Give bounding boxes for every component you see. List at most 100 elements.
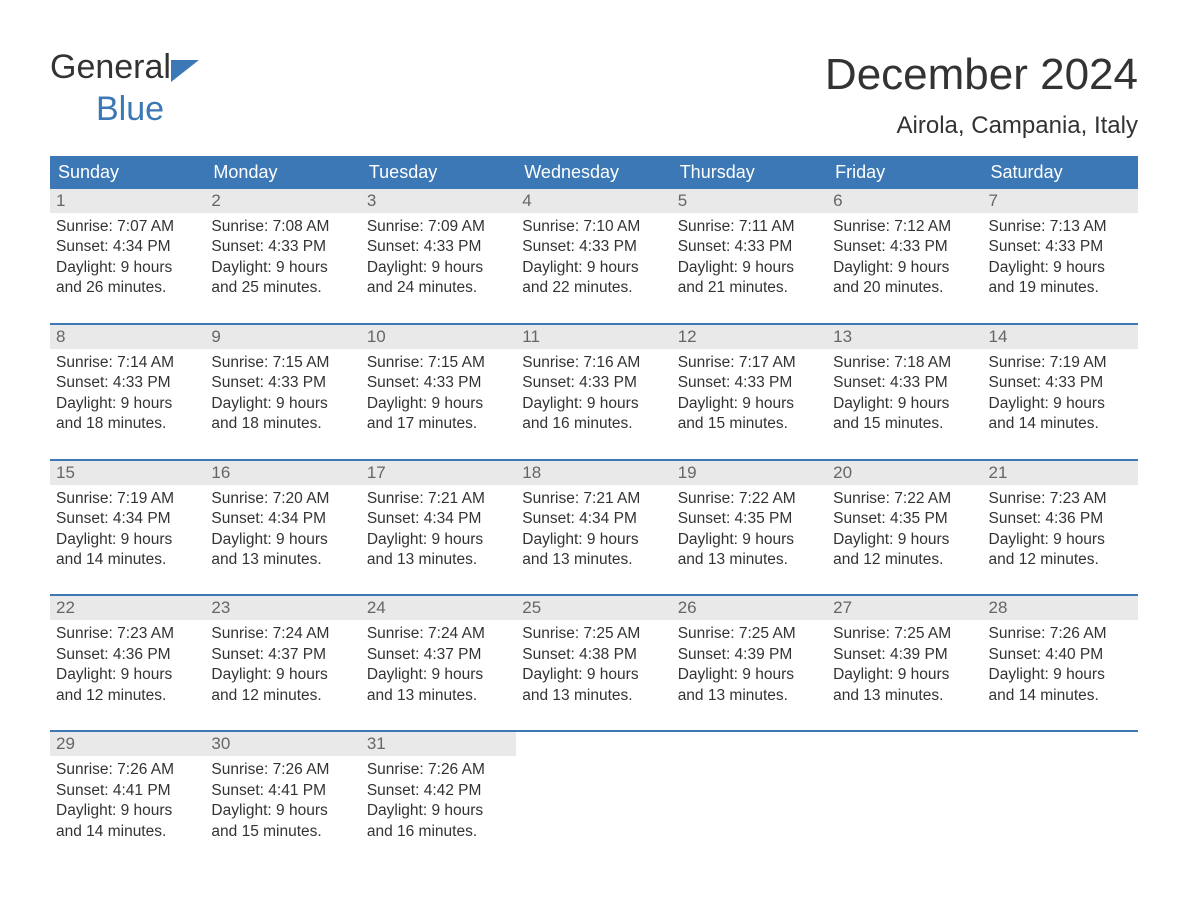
daylight-line1: Daylight: 9 hours	[211, 530, 354, 550]
day-details: Sunrise: 7:16 AMSunset: 4:33 PMDaylight:…	[516, 349, 671, 437]
day-number: 4	[516, 189, 671, 213]
daylight-line2: and 13 minutes.	[678, 686, 821, 706]
day-details: Sunrise: 7:21 AMSunset: 4:34 PMDaylight:…	[361, 485, 516, 573]
day-number: 11	[516, 325, 671, 349]
calendar-day-cell: 28Sunrise: 7:26 AMSunset: 4:40 PMDayligh…	[983, 596, 1138, 708]
day-details: Sunrise: 7:23 AMSunset: 4:36 PMDaylight:…	[50, 620, 205, 708]
sunset-line: Sunset: 4:40 PM	[989, 645, 1132, 665]
day-details: Sunrise: 7:17 AMSunset: 4:33 PMDaylight:…	[672, 349, 827, 437]
sunset-line: Sunset: 4:41 PM	[211, 781, 354, 801]
calendar-day-cell: 6Sunrise: 7:12 AMSunset: 4:33 PMDaylight…	[827, 189, 982, 301]
daylight-line2: and 12 minutes.	[989, 550, 1132, 570]
calendar-day-cell: 23Sunrise: 7:24 AMSunset: 4:37 PMDayligh…	[205, 596, 360, 708]
sunset-line: Sunset: 4:33 PM	[678, 237, 821, 257]
sunset-line: Sunset: 4:33 PM	[367, 237, 510, 257]
sunset-line: Sunset: 4:33 PM	[367, 373, 510, 393]
daylight-line2: and 13 minutes.	[522, 550, 665, 570]
sunrise-line: Sunrise: 7:25 AM	[522, 624, 665, 644]
day-number: 5	[672, 189, 827, 213]
day-number: 27	[827, 596, 982, 620]
calendar-day-cell	[827, 732, 982, 844]
calendar-day-cell: 17Sunrise: 7:21 AMSunset: 4:34 PMDayligh…	[361, 461, 516, 573]
day-number: 12	[672, 325, 827, 349]
daylight-line1: Daylight: 9 hours	[678, 258, 821, 278]
daylight-line1: Daylight: 9 hours	[56, 665, 199, 685]
sunrise-line: Sunrise: 7:26 AM	[211, 760, 354, 780]
day-details: Sunrise: 7:22 AMSunset: 4:35 PMDaylight:…	[672, 485, 827, 573]
weekday-header: Wednesday	[516, 156, 671, 189]
sunrise-line: Sunrise: 7:25 AM	[833, 624, 976, 644]
sunrise-line: Sunrise: 7:08 AM	[211, 217, 354, 237]
sunset-line: Sunset: 4:33 PM	[989, 237, 1132, 257]
page-header: General Blue December 2024 Airola, Campa…	[50, 50, 1138, 148]
day-number: 22	[50, 596, 205, 620]
sunset-line: Sunset: 4:37 PM	[367, 645, 510, 665]
daylight-line2: and 13 minutes.	[678, 550, 821, 570]
daylight-line1: Daylight: 9 hours	[522, 394, 665, 414]
day-details: Sunrise: 7:12 AMSunset: 4:33 PMDaylight:…	[827, 213, 982, 301]
daylight-line2: and 14 minutes.	[989, 686, 1132, 706]
daylight-line1: Daylight: 9 hours	[678, 665, 821, 685]
daylight-line2: and 21 minutes.	[678, 278, 821, 298]
sunrise-line: Sunrise: 7:17 AM	[678, 353, 821, 373]
day-details: Sunrise: 7:20 AMSunset: 4:34 PMDaylight:…	[205, 485, 360, 573]
sunrise-line: Sunrise: 7:16 AM	[522, 353, 665, 373]
daylight-line1: Daylight: 9 hours	[211, 394, 354, 414]
calendar-day-cell: 25Sunrise: 7:25 AMSunset: 4:38 PMDayligh…	[516, 596, 671, 708]
calendar-day-cell: 29Sunrise: 7:26 AMSunset: 4:41 PMDayligh…	[50, 732, 205, 844]
daylight-line2: and 13 minutes.	[522, 686, 665, 706]
weekday-header: Saturday	[983, 156, 1138, 189]
sunrise-line: Sunrise: 7:24 AM	[211, 624, 354, 644]
sunset-line: Sunset: 4:37 PM	[211, 645, 354, 665]
sunrise-line: Sunrise: 7:23 AM	[989, 489, 1132, 509]
calendar-grid: SundayMondayTuesdayWednesdayThursdayFrid…	[50, 156, 1138, 844]
calendar-day-cell: 16Sunrise: 7:20 AMSunset: 4:34 PMDayligh…	[205, 461, 360, 573]
day-details: Sunrise: 7:26 AMSunset: 4:41 PMDaylight:…	[205, 756, 360, 844]
sunset-line: Sunset: 4:33 PM	[56, 373, 199, 393]
daylight-line1: Daylight: 9 hours	[211, 801, 354, 821]
day-number: 13	[827, 325, 982, 349]
daylight-line2: and 16 minutes.	[522, 414, 665, 434]
sunset-line: Sunset: 4:36 PM	[56, 645, 199, 665]
daylight-line1: Daylight: 9 hours	[56, 258, 199, 278]
empty-day	[983, 732, 1138, 756]
day-number: 21	[983, 461, 1138, 485]
calendar-day-cell: 27Sunrise: 7:25 AMSunset: 4:39 PMDayligh…	[827, 596, 982, 708]
brand-text: General Blue	[50, 50, 203, 127]
day-number: 31	[361, 732, 516, 756]
sunrise-line: Sunrise: 7:25 AM	[678, 624, 821, 644]
day-details: Sunrise: 7:21 AMSunset: 4:34 PMDaylight:…	[516, 485, 671, 573]
calendar-day-cell: 8Sunrise: 7:14 AMSunset: 4:33 PMDaylight…	[50, 325, 205, 437]
calendar-day-cell: 31Sunrise: 7:26 AMSunset: 4:42 PMDayligh…	[361, 732, 516, 844]
daylight-line2: and 12 minutes.	[833, 550, 976, 570]
day-number: 10	[361, 325, 516, 349]
sunrise-line: Sunrise: 7:24 AM	[367, 624, 510, 644]
sunset-line: Sunset: 4:34 PM	[211, 509, 354, 529]
daylight-line1: Daylight: 9 hours	[989, 394, 1132, 414]
sunrise-line: Sunrise: 7:13 AM	[989, 217, 1132, 237]
daylight-line2: and 18 minutes.	[211, 414, 354, 434]
daylight-line1: Daylight: 9 hours	[833, 394, 976, 414]
sunrise-line: Sunrise: 7:12 AM	[833, 217, 976, 237]
daylight-line2: and 18 minutes.	[56, 414, 199, 434]
sunset-line: Sunset: 4:34 PM	[56, 509, 199, 529]
title-block: December 2024 Airola, Campania, Italy	[825, 50, 1138, 148]
brand-logo: General Blue	[50, 50, 203, 127]
sunrise-line: Sunrise: 7:19 AM	[989, 353, 1132, 373]
day-number: 25	[516, 596, 671, 620]
day-number: 2	[205, 189, 360, 213]
calendar-week: 29Sunrise: 7:26 AMSunset: 4:41 PMDayligh…	[50, 730, 1138, 844]
sunrise-line: Sunrise: 7:26 AM	[989, 624, 1132, 644]
sunset-line: Sunset: 4:38 PM	[522, 645, 665, 665]
sunset-line: Sunset: 4:33 PM	[833, 237, 976, 257]
sunset-line: Sunset: 4:35 PM	[678, 509, 821, 529]
sunset-line: Sunset: 4:33 PM	[522, 373, 665, 393]
day-details: Sunrise: 7:24 AMSunset: 4:37 PMDaylight:…	[205, 620, 360, 708]
day-details: Sunrise: 7:22 AMSunset: 4:35 PMDaylight:…	[827, 485, 982, 573]
calendar-week: 1Sunrise: 7:07 AMSunset: 4:34 PMDaylight…	[50, 189, 1138, 301]
day-number: 28	[983, 596, 1138, 620]
daylight-line1: Daylight: 9 hours	[522, 530, 665, 550]
daylight-line2: and 14 minutes.	[56, 550, 199, 570]
sunset-line: Sunset: 4:36 PM	[989, 509, 1132, 529]
daylight-line1: Daylight: 9 hours	[367, 394, 510, 414]
